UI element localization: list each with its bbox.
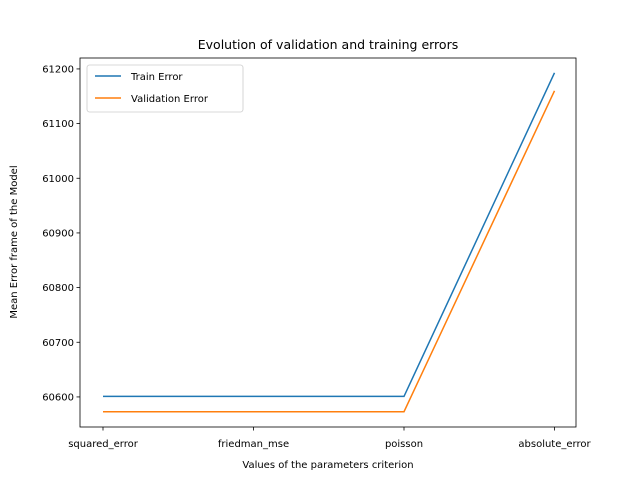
x-axis-label: Values of the parameters criterion: [242, 460, 413, 471]
series-layer: [103, 72, 556, 413]
legend-label-1: Validation Error: [131, 94, 209, 105]
legend-label-0: Train Error: [130, 72, 183, 83]
x-axis: squared_error friedman_mse poisson absolute…: [68, 427, 591, 450]
x-tick-label: squared_error: [68, 439, 139, 450]
y-tick-label: 60800: [42, 283, 74, 294]
y-axis-label: Mean Error frame of the Model: [9, 165, 20, 318]
y-tick-label: 60900: [42, 228, 74, 239]
series-line-0: [103, 72, 556, 398]
y-tick-label: 61100: [42, 119, 74, 130]
legend-box: [86, 64, 244, 113]
x-tick-label: absolute_error: [518, 439, 591, 450]
plot-area: [80, 58, 576, 427]
y-axis: 60600 60700 60800 60900 61000 61100 61200: [42, 64, 80, 403]
x-tick-label: poisson: [385, 439, 423, 450]
series-line-1: [103, 90, 556, 413]
y-tick-label: 61200: [42, 64, 74, 75]
plot-frame: [79, 57, 577, 428]
y-tick-label: 60700: [42, 338, 74, 349]
x-tick-label: friedman_mse: [218, 439, 289, 450]
legend: Train Error Validation Error: [86, 64, 244, 113]
y-tick-label: 60600: [42, 392, 74, 403]
chart-title: Evolution of validation and training err…: [198, 37, 458, 52]
y-tick-label: 61000: [42, 174, 74, 185]
